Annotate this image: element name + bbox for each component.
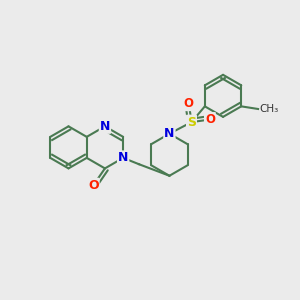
Text: CH₃: CH₃ (259, 104, 278, 114)
Text: O: O (184, 97, 194, 110)
Text: O: O (88, 179, 99, 192)
Text: O: O (205, 113, 215, 126)
Text: N: N (118, 152, 128, 164)
Text: N: N (100, 120, 110, 133)
Text: S: S (187, 116, 196, 129)
Text: N: N (164, 127, 175, 140)
